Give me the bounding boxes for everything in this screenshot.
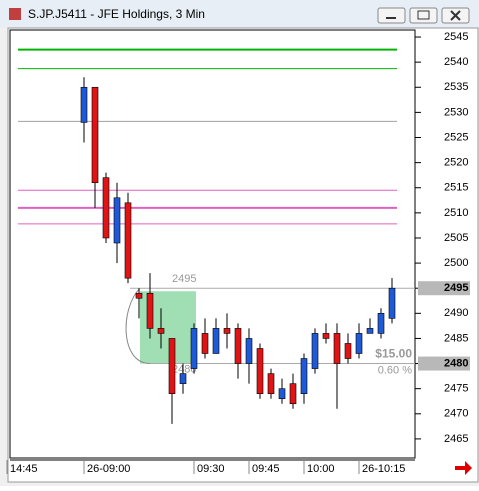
x-tick-label: 10:00 xyxy=(307,463,335,475)
y-tick-label: 2470 xyxy=(444,408,468,420)
candle-body xyxy=(223,328,231,334)
candle-body xyxy=(311,333,319,369)
y-tick-label: 2505 xyxy=(444,232,468,244)
candle-body xyxy=(135,292,143,299)
y-tick-label: 2530 xyxy=(444,106,468,118)
candle-body xyxy=(190,328,198,369)
measure-curve xyxy=(125,287,151,365)
candle-body xyxy=(157,328,165,334)
y-tick-label: 2485 xyxy=(444,332,468,344)
x-tick-label: 26-10:15 xyxy=(362,463,405,475)
candle-body xyxy=(377,313,385,334)
close-icon xyxy=(450,10,461,21)
y-tick-label: 2480 xyxy=(444,357,468,369)
maximize-button[interactable] xyxy=(409,7,438,24)
y-tick-label: 2525 xyxy=(444,131,468,143)
candle-body xyxy=(278,388,286,400)
maximize-icon xyxy=(417,10,430,20)
y-tick-label: 2515 xyxy=(444,182,468,194)
y-tick-label: 2495 xyxy=(444,282,468,294)
measure-pct-label: 0.60 % xyxy=(378,364,412,376)
x-tick-label: 09:30 xyxy=(197,463,225,475)
candle-body xyxy=(212,328,220,354)
y-tick-label: 2545 xyxy=(444,31,468,43)
chart-layer: 2495 2480 $15.00 0.60 % 2465 2470 2475 2480 2485… xyxy=(6,31,470,475)
y-tick-label: 2500 xyxy=(444,257,468,269)
candle-body xyxy=(91,86,99,184)
y-tick-highlight xyxy=(418,356,470,371)
measure-change-label: $15.00 xyxy=(375,347,412,361)
candle-body xyxy=(102,177,110,239)
x-tick-label: 09:45 xyxy=(252,463,280,475)
window-buttons[interactable] xyxy=(377,7,470,24)
candle-body xyxy=(333,333,341,364)
candle-body xyxy=(168,338,176,394)
plot-area xyxy=(9,29,416,459)
candle-body xyxy=(388,287,396,319)
scroll-arrow[interactable] xyxy=(455,461,472,475)
candle-body xyxy=(300,358,308,394)
candle-body xyxy=(146,292,154,329)
candle-body xyxy=(344,343,352,359)
candle-body xyxy=(80,86,88,123)
candle-body xyxy=(267,373,275,394)
minimize-button[interactable] xyxy=(377,7,406,24)
candle-body xyxy=(355,333,363,354)
y-tick-label: 2465 xyxy=(444,433,468,445)
app-icon xyxy=(9,8,21,20)
candle-body xyxy=(179,373,187,384)
measure-low-label: 2480 xyxy=(172,363,196,375)
candle-body xyxy=(289,383,297,405)
candle-body xyxy=(124,202,132,279)
y-tick-label: 2490 xyxy=(444,307,468,319)
y-tick-label: 2520 xyxy=(444,157,468,169)
candle-body xyxy=(234,328,242,364)
candle-body xyxy=(201,333,209,354)
candle-body xyxy=(113,197,121,244)
y-tick-label: 2535 xyxy=(444,81,468,93)
y-tick-label: 2540 xyxy=(444,56,468,68)
candle-body xyxy=(245,338,253,364)
candle-body xyxy=(366,328,374,334)
window-title: S.JP.J5411 - JFE Holdings, 3 Min xyxy=(28,7,205,21)
y-tick-highlight xyxy=(418,281,470,296)
candle-body xyxy=(322,333,330,339)
x-tick-label: 26-09:00 xyxy=(87,463,130,475)
x-tick-label: 14:45 xyxy=(10,463,38,475)
candle-body xyxy=(256,348,264,394)
y-tick-label: 2475 xyxy=(444,383,468,395)
y-tick-label: 2510 xyxy=(444,207,468,219)
measure-high-label: 2495 xyxy=(172,273,196,285)
